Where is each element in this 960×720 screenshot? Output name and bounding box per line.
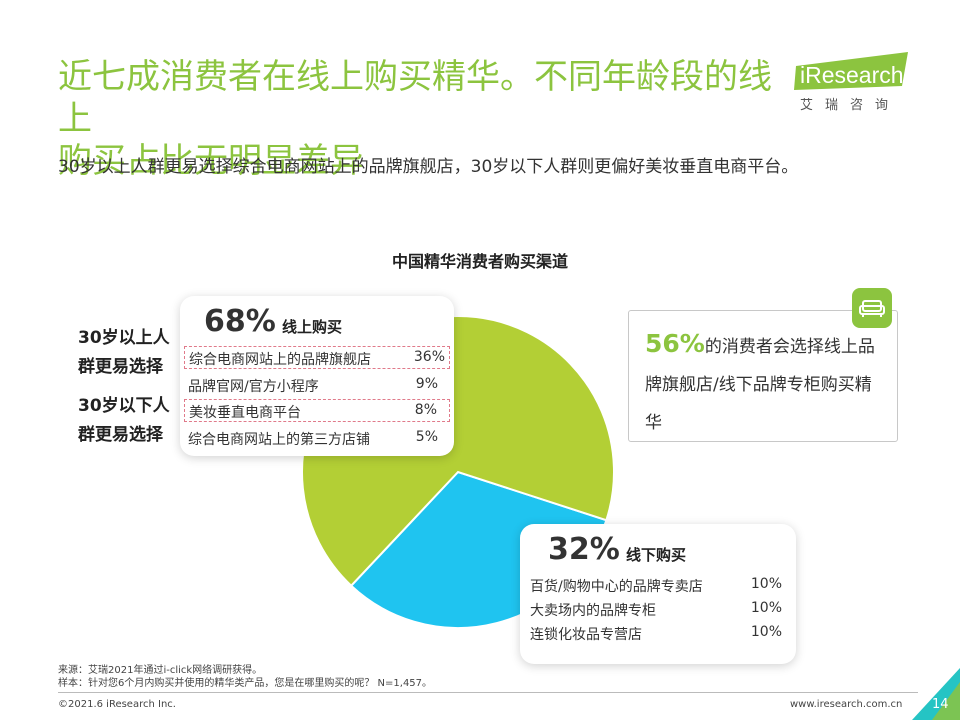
page-subtitle: 30岁以上人群更易选择综合电商网站上的品牌旗舰店，30岁以下人群则更偏好美妆垂直… bbox=[58, 157, 799, 177]
online-row-official: 品牌官网/官方小程序 9% bbox=[188, 376, 438, 398]
note-text: 56%的消费者会选择线上品牌旗舰店/线下品牌专柜购买精华 bbox=[645, 325, 885, 442]
online-label: 线上购买 bbox=[282, 318, 343, 336]
group-label-over30: 30岁以上人 群更易选择 bbox=[78, 324, 170, 382]
online-pct: 68% bbox=[204, 304, 276, 339]
online-card: 68% 线上购买 综合电商网站上的品牌旗舰店 36% 品牌官网/官方小程序 9%… bbox=[180, 296, 454, 456]
offline-card: 32% 线下购买 百货/购物中心的品牌专卖店 10% 大卖场内的品牌专柜 10%… bbox=[520, 524, 796, 664]
note-box: 56%的消费者会选择线上品牌旗舰店/线下品牌专柜购买精华 bbox=[628, 310, 898, 442]
row-name: 百货/购物中心的品牌专卖店 bbox=[530, 579, 703, 595]
row-value: 10% bbox=[750, 576, 782, 592]
row-value: 9% bbox=[415, 376, 438, 392]
row-value: 5% bbox=[415, 429, 438, 445]
row-name: 大卖场内的品牌专柜 bbox=[530, 603, 656, 619]
online-row-flagship: 综合电商网站上的品牌旗舰店 36% bbox=[184, 346, 450, 369]
page-title-line2: 购买占比无明显差异 bbox=[58, 141, 364, 181]
footer-url: www.iresearch.com.cn bbox=[790, 699, 903, 710]
row-name: 连锁化妆品专营店 bbox=[530, 627, 642, 643]
group-label-over30-line1: 30岁以上人 bbox=[78, 328, 170, 348]
logo-cn-text: 艾瑞咨询 bbox=[800, 98, 901, 113]
row-value: 36% bbox=[413, 349, 445, 365]
footer-source-line: 来源：艾瑞2021年通过i-click网络调研获得。 bbox=[58, 665, 263, 676]
row-value: 10% bbox=[750, 624, 782, 640]
note-pct: 56% bbox=[645, 329, 705, 358]
row-name: 美妆垂直电商平台 bbox=[189, 405, 301, 421]
offline-label: 线下购买 bbox=[626, 546, 687, 564]
offline-row-counter: 大卖场内的品牌专柜 10% bbox=[530, 600, 782, 622]
row-name: 品牌官网/官方小程序 bbox=[188, 379, 319, 395]
page-title: 近七成消费者在线上购买精华。不同年龄段的线上 购买占比无明显差异 bbox=[58, 56, 778, 182]
sofa-icon bbox=[852, 288, 892, 328]
row-value: 10% bbox=[750, 600, 782, 616]
group-label-under30: 30岁以下人 群更易选择 bbox=[78, 392, 170, 450]
iresearch-logo: iResearch bbox=[794, 52, 908, 90]
footer-divider bbox=[58, 692, 918, 693]
online-row-vertical: 美妆垂直电商平台 8% bbox=[184, 399, 450, 422]
footer-copyright: ©2021.6 iResearch Inc. bbox=[58, 699, 176, 710]
offline-row-chain: 连锁化妆品专营店 10% bbox=[530, 624, 782, 646]
group-label-under30-line1: 30岁以下人 bbox=[78, 396, 170, 416]
page-number: 14 bbox=[932, 697, 949, 712]
footer-source: 来源：艾瑞2021年通过i-click网络调研获得。 样本：针对您6个月内购买并… bbox=[58, 664, 432, 690]
logo-text: iResearch bbox=[800, 62, 904, 88]
corner-decoration bbox=[912, 668, 960, 720]
online-row-thirdparty: 综合电商网站上的第三方店铺 5% bbox=[188, 429, 438, 451]
offline-row-dept: 百货/购物中心的品牌专卖店 10% bbox=[530, 576, 782, 598]
chart-title: 中国精华消费者购买渠道 bbox=[391, 252, 568, 271]
row-value: 8% bbox=[414, 402, 437, 418]
page-title-line1: 近七成消费者在线上购买精华。不同年龄段的线上 bbox=[58, 57, 772, 139]
offline-pct: 32% bbox=[548, 532, 620, 567]
row-name: 综合电商网站上的第三方店铺 bbox=[188, 432, 370, 448]
group-label-under30-line2: 群更易选择 bbox=[78, 425, 163, 445]
footer-sample-line: 样本：针对您6个月内购买并使用的精华类产品，您是在哪里购买的呢？ N=1,457… bbox=[58, 678, 433, 689]
group-label-over30-line2: 群更易选择 bbox=[78, 357, 163, 377]
row-name: 综合电商网站上的品牌旗舰店 bbox=[189, 352, 371, 368]
note-body: 的消费者会选择线上品牌旗舰店/线下品牌专柜购买精华 bbox=[645, 337, 875, 433]
